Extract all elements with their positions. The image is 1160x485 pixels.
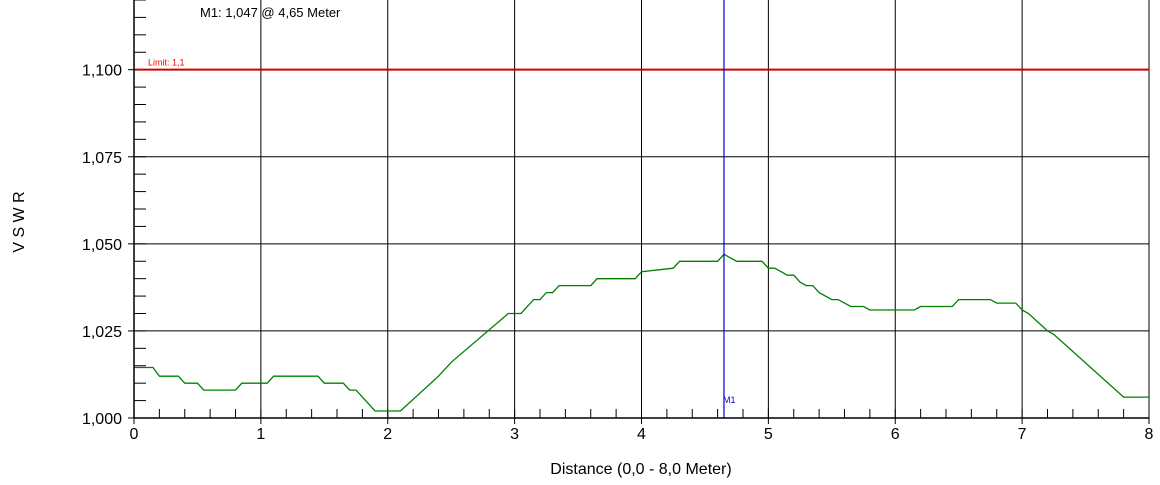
x-tick-label: 6 — [891, 426, 900, 443]
x-tick-label: 8 — [1145, 426, 1154, 443]
x-tick-label: 0 — [130, 426, 139, 443]
y-tick-label: 1,075 — [82, 150, 122, 167]
marker-label: M1 — [723, 395, 736, 405]
x-tick-labels: 0 1 2 3 4 5 6 7 8 — [130, 426, 1154, 443]
x-tick-label: 1 — [256, 426, 265, 443]
y-axis-label: V S W R — [11, 191, 28, 252]
y-tick-label: 1,050 — [82, 237, 122, 254]
y-tick-label: 1,025 — [82, 324, 122, 341]
x-tick-label: 4 — [637, 426, 646, 443]
x-tick-label: 2 — [383, 426, 392, 443]
limit-label: Limit: 1,1 — [148, 58, 185, 68]
x-axis-label: Distance (0,0 - 8,0 Meter) — [550, 461, 731, 478]
y-tick-label: 1,000 — [82, 411, 122, 428]
axes — [128, 0, 1150, 424]
minor-ticks — [133, 0, 1150, 419]
marker-readout: M1: 1,047 @ 4,65 Meter — [200, 5, 341, 20]
x-tick-label: 7 — [1018, 426, 1027, 443]
x-tick-label: 5 — [764, 426, 773, 443]
vswr-trace — [134, 253, 1149, 412]
y-tick-labels: 1,000 1,025 1,050 1,075 1,100 — [82, 63, 122, 428]
x-tick-label: 3 — [510, 426, 519, 443]
y-tick-label: 1,100 — [82, 63, 122, 80]
